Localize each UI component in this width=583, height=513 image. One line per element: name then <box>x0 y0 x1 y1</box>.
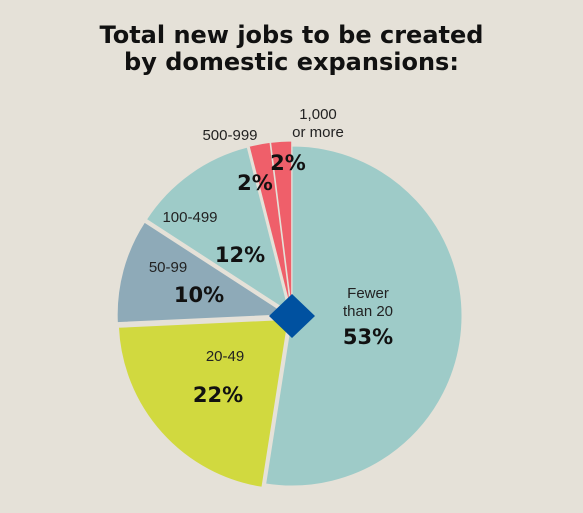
slice-label-20-49: 20-49 <box>206 348 244 365</box>
slice-value-100-499: 12% <box>215 243 265 267</box>
slice-label-500-999: 500-999 <box>202 127 257 144</box>
pie-labels: Fewer than 20 53% 20-49 22% 50-99 10% 100-499 12… <box>149 106 393 407</box>
pie-slices <box>116 140 463 488</box>
pie-slice-100-499 <box>145 146 290 314</box>
slice-value-1-000-or-more: 2% <box>270 151 306 175</box>
center-diamond-marker <box>269 294 315 338</box>
slice-label-fewer-than-20: Fewer than 20 <box>343 285 393 320</box>
slice-label-1-000-or-more: 1,000 or more <box>292 106 344 141</box>
pie-slice-1-000-or-more <box>270 140 293 312</box>
slice-value-fewer-than-20: 53% <box>343 325 393 349</box>
slice-value-500-999: 2% <box>237 171 273 195</box>
chart-title-line-2: by domestic expansions: <box>124 48 459 76</box>
pie-slice-20-49 <box>117 318 289 488</box>
pie-slice-500-999 <box>248 141 292 312</box>
chart-title-line-1: Total new jobs to be created <box>99 21 484 49</box>
slice-label-100-499: 100-499 <box>162 209 217 226</box>
chart-title: Total new jobs to be created by domestic… <box>0 22 583 76</box>
pie-slice-50-99 <box>116 221 289 324</box>
slice-label-50-99: 50-99 <box>149 259 187 276</box>
slice-value-20-49: 22% <box>193 383 243 407</box>
pie-slice-fewer-than-20 <box>265 145 463 487</box>
slice-value-50-99: 10% <box>174 283 224 307</box>
